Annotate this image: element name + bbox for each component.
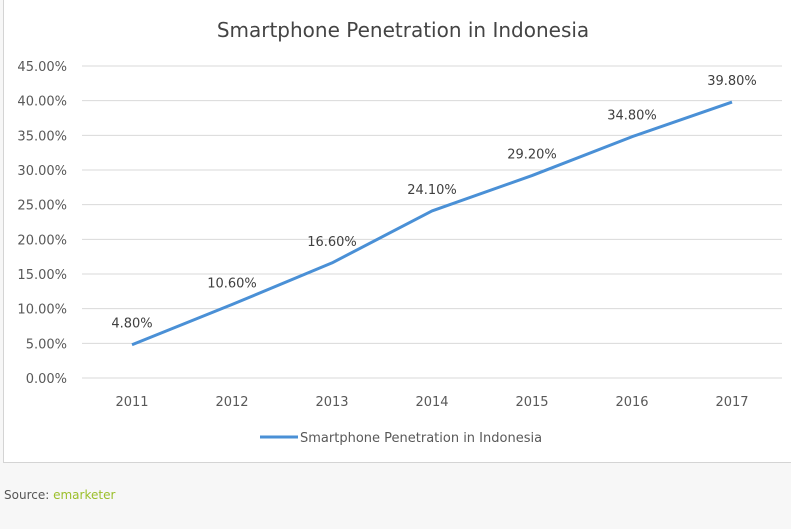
chart-container bbox=[3, 0, 791, 463]
data-label: 24.10% bbox=[407, 183, 457, 198]
y-tick-label: 0.00% bbox=[26, 372, 67, 387]
x-tick-label: 2013 bbox=[315, 395, 348, 410]
data-label: 29.20% bbox=[507, 148, 557, 163]
data-label: 16.60% bbox=[307, 235, 357, 250]
y-tick-label: 25.00% bbox=[17, 199, 67, 214]
data-label: 10.60% bbox=[207, 277, 257, 292]
y-tick-label: 35.00% bbox=[17, 129, 67, 144]
data-label: 4.80% bbox=[111, 317, 152, 332]
y-tick-label: 20.00% bbox=[17, 233, 67, 248]
x-tick-label: 2015 bbox=[515, 395, 548, 410]
x-tick-label: 2014 bbox=[415, 395, 448, 410]
y-tick-label: 5.00% bbox=[26, 337, 67, 352]
x-tick-label: 2016 bbox=[615, 395, 648, 410]
source-line: Source: emarketer bbox=[4, 488, 115, 502]
line-chart: Smartphone Penetration in Indonesia 0.00%… bbox=[17, 18, 782, 446]
y-tick-label: 30.00% bbox=[17, 164, 67, 179]
y-tick-label: 45.00% bbox=[17, 60, 67, 75]
data-label: 34.80% bbox=[607, 109, 657, 124]
y-tick-label: 40.00% bbox=[17, 95, 67, 110]
y-tick-label: 10.00% bbox=[17, 303, 67, 318]
source-link[interactable]: emarketer bbox=[53, 488, 116, 502]
x-tick-label: 2011 bbox=[115, 395, 148, 410]
x-tick-label: 2012 bbox=[215, 395, 248, 410]
chart-title: Smartphone Penetration in Indonesia bbox=[217, 18, 589, 42]
data-label: 39.80% bbox=[707, 74, 757, 89]
legend-label: Smartphone Penetration in Indonesia bbox=[300, 431, 542, 446]
y-tick-label: 15.00% bbox=[17, 268, 67, 283]
series-line bbox=[131, 100, 733, 347]
x-tick-label: 2017 bbox=[715, 395, 748, 410]
source-label: Source: bbox=[4, 488, 50, 502]
